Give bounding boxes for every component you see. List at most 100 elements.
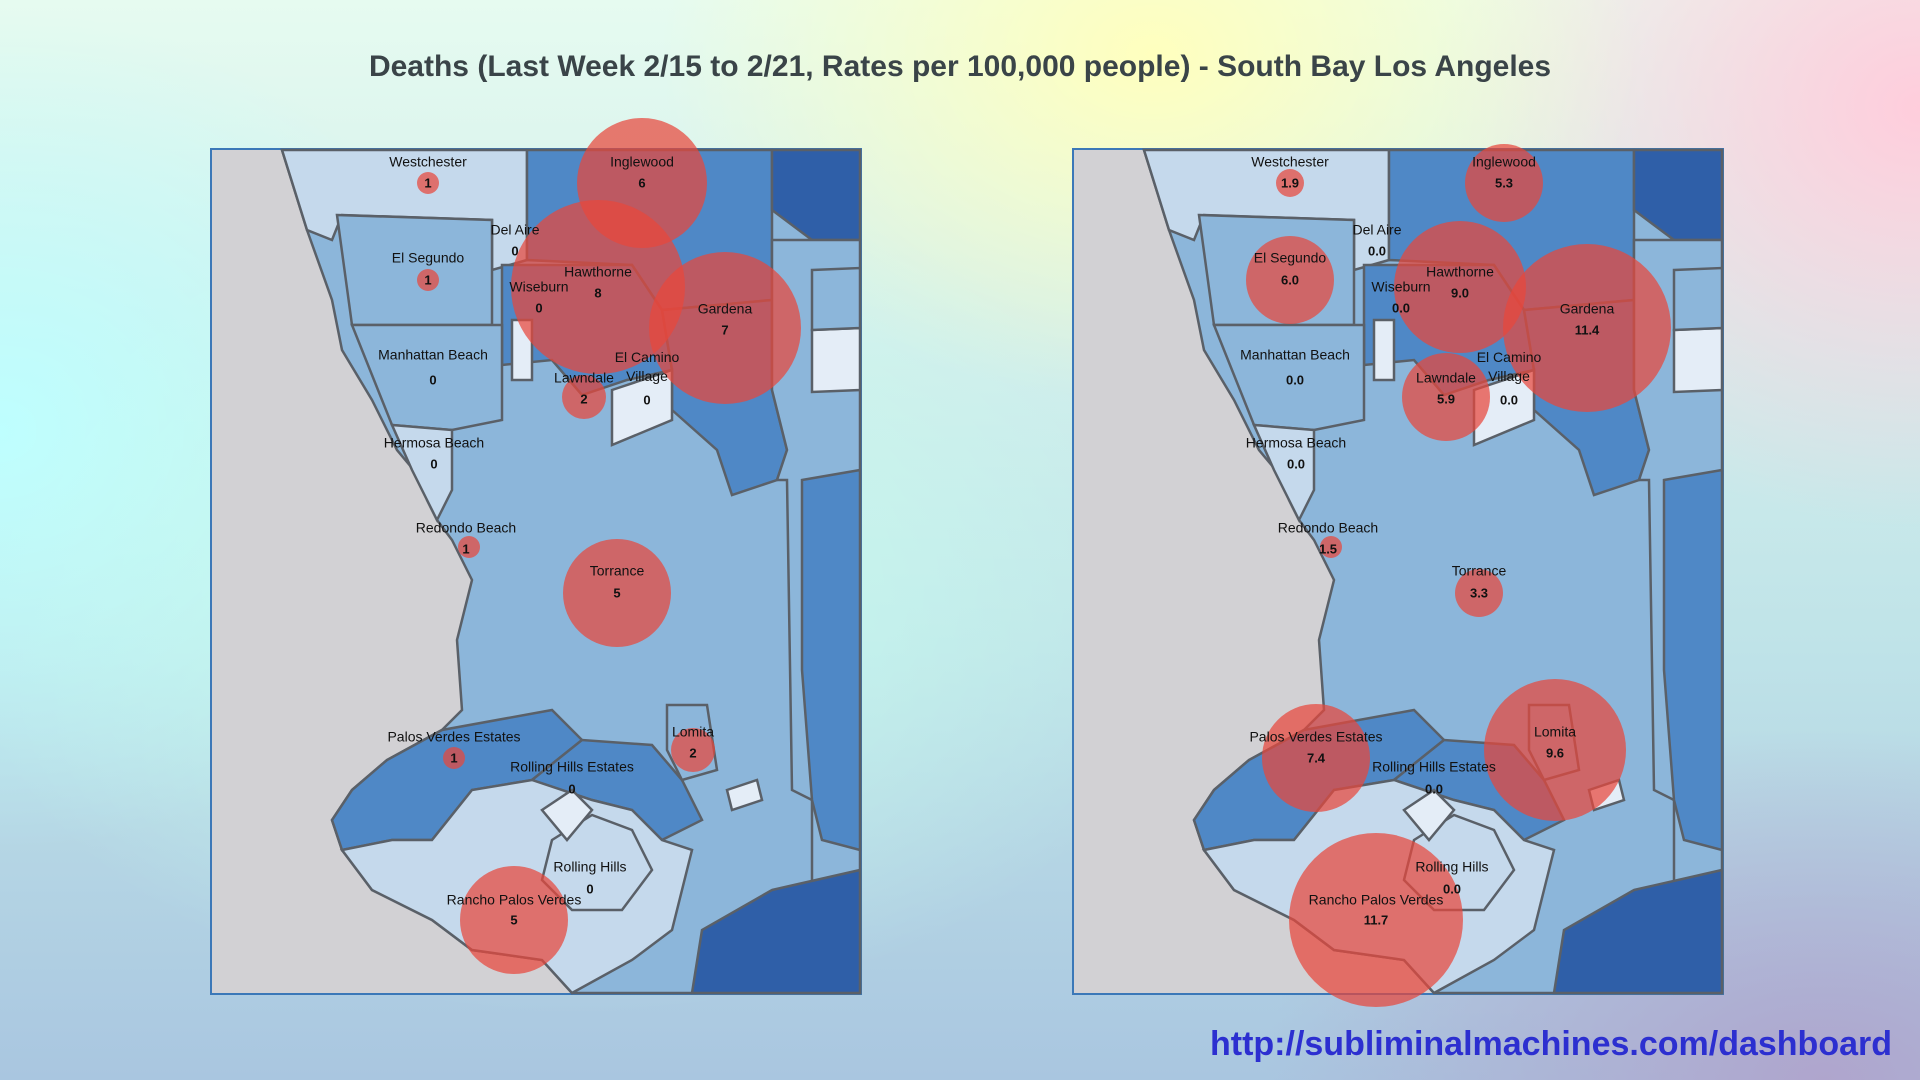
bubble-gardena [1503,244,1671,412]
place-name-hawthorne: Hawthorne [564,263,632,280]
place-name-rolling-hills: Rolling Hills [1415,858,1489,875]
place-value-torrance: 5 [613,585,621,601]
place-name-hermosa-beach: Hermosa Beach [1245,434,1347,451]
place-name-inglewood: Inglewood [610,153,674,170]
place-value-lawndale: 5.9 [1436,391,1456,407]
place-value-palos-verdes-estates: 1 [450,750,458,766]
place-value-manhattan-beach: 0.0 [1285,372,1305,388]
map-panel-counts[interactable]: Westchester 1 Inglewood 6 Del Aire 0 El Segund… [210,118,862,995]
place-value-westchester: 1 [424,175,432,191]
place-value-redondo-beach: 1.5 [1318,541,1338,557]
place-name-manhattan-beach: Manhattan Beach [378,346,488,363]
place-value-hawthorne: 8 [594,285,602,301]
region-east-strip [1662,468,1724,852]
bubble-westchester [1276,169,1304,197]
region-east-strip [800,468,862,852]
bubble-lomita [671,728,715,772]
place-value-redondo-beach: 1 [462,541,470,557]
bubble-hawthorne [511,200,685,374]
place-value-gardena: 11.4 [1574,322,1600,338]
place-name-redondo-beach: Redondo Beach [1277,519,1379,536]
place-value-rolling-hills-estates: 0.0 [1424,781,1444,797]
region-east-small [810,266,862,332]
place-value-el-segundo: 1 [424,272,432,288]
place-name-inglewood: Inglewood [1472,153,1536,170]
place-name-rancho-palos-verdes: Rancho Palos Verdes [1308,891,1444,908]
bubble-layer [417,118,801,974]
place-value-rancho-palos-verdes: 11.7 [1363,912,1389,928]
place-value-inglewood: 6 [638,175,646,191]
place-name-lomita: Lomita [671,723,715,740]
place-value-del-aire: 0.0 [1367,243,1387,259]
bubble-torrance [563,539,671,647]
region-east-small [1672,266,1724,332]
bubble-gardena [649,252,801,404]
place-name-el-camino-village: El Camino Village [1476,349,1542,384]
region-el-camino-village [610,368,674,447]
region-hermosa-beach [1252,423,1316,523]
place-value-lawndale: 2 [580,391,588,407]
place-value-torrance: 3.3 [1469,585,1489,601]
map-panel-rates[interactable]: Westchester 1.9 Inglewood 5.3 Del Aire 0.0 El … [1072,144,1724,1007]
bubble-rancho-palos-verdes [460,866,568,974]
place-name-torrance: Torrance [589,562,645,579]
bubble-lawndale [1402,353,1490,441]
bubble-palos-verdes-estates [1262,704,1370,812]
place-name-del-aire: Del Aire [490,221,540,238]
bubble-el-segundo [417,269,439,291]
region-southeast-dark [1552,868,1724,995]
bubble-redondo-beach [458,536,480,558]
place-name-lawndale: Lawndale [1416,369,1476,386]
bubble-torrance [1455,569,1503,617]
place-value-palos-verdes-estates: 7.4 [1306,750,1326,766]
place-value-rolling-hills-estates: 0 [568,781,576,797]
place-name-el-segundo: El Segundo [1253,249,1327,266]
place-value-lomita: 9.6 [1545,745,1565,761]
bubble-el-segundo [1246,236,1334,324]
region-hermosa-beach [390,423,454,523]
place-value-hawthorne: 9.0 [1450,285,1470,301]
place-value-rolling-hills: 0.0 [1442,881,1462,897]
place-name-el-camino-village: El Camino Village [614,349,680,384]
place-name-gardena: Gardena [1559,300,1615,317]
place-value-hermosa-beach: 0.0 [1286,456,1306,472]
place-name-lawndale: Lawndale [554,369,614,386]
place-name-westchester: Westchester [389,153,467,170]
bubble-lomita [1484,679,1626,821]
region-pale-patch-a [540,788,594,842]
place-value-lomita: 2 [689,745,697,761]
place-name-wiseburn: Wiseburn [509,278,569,295]
region-wiseburn [1372,318,1396,382]
place-value-del-aire: 0 [511,243,519,259]
region-southeast-dark [690,868,862,995]
place-value-gardena: 7 [721,322,729,338]
place-name-el-segundo: El Segundo [391,249,465,266]
place-value-rancho-palos-verdes: 5 [510,912,518,928]
region-pale-patch-b [725,778,764,812]
place-value-inglewood: 5.3 [1494,175,1514,191]
place-name-palos-verdes-estates: Palos Verdes Estates [387,728,521,745]
place-name-rolling-hills-estates: Rolling Hills Estates [510,758,634,775]
place-value-manhattan-beach: 0 [429,372,437,388]
region-pale-patch-a [1402,788,1456,842]
place-value-el-segundo: 6.0 [1280,272,1300,288]
place-name-wiseburn: Wiseburn [1371,278,1431,295]
place-name-torrance: Torrance [1451,562,1507,579]
region-manhattan-beach [1212,323,1366,432]
bubble-lawndale [562,375,606,419]
place-value-rolling-hills: 0 [586,881,594,897]
place-value-wiseburn: 0.0 [1391,300,1411,316]
place-name-manhattan-beach: Manhattan Beach [1240,346,1350,363]
bubble-redondo-beach [1320,536,1342,558]
bubble-westchester [417,172,439,194]
bubble-inglewood [1465,144,1543,222]
page-title: Deaths (Last Week 2/15 to 2/21, Rates pe… [368,50,1552,83]
place-value-hermosa-beach: 0 [430,456,438,472]
place-name-hawthorne: Hawthorne [1426,263,1494,280]
place-value-el-camino-village: 0 [643,392,651,408]
place-name-gardena: Gardena [697,300,753,317]
place-value-westchester: 1.9 [1280,175,1300,191]
place-name-hermosa-beach: Hermosa Beach [383,434,485,451]
dashboard-url[interactable]: http://subliminalmachines.com/dashboard [1210,1025,1892,1063]
bubble-hawthorne [1394,221,1526,353]
